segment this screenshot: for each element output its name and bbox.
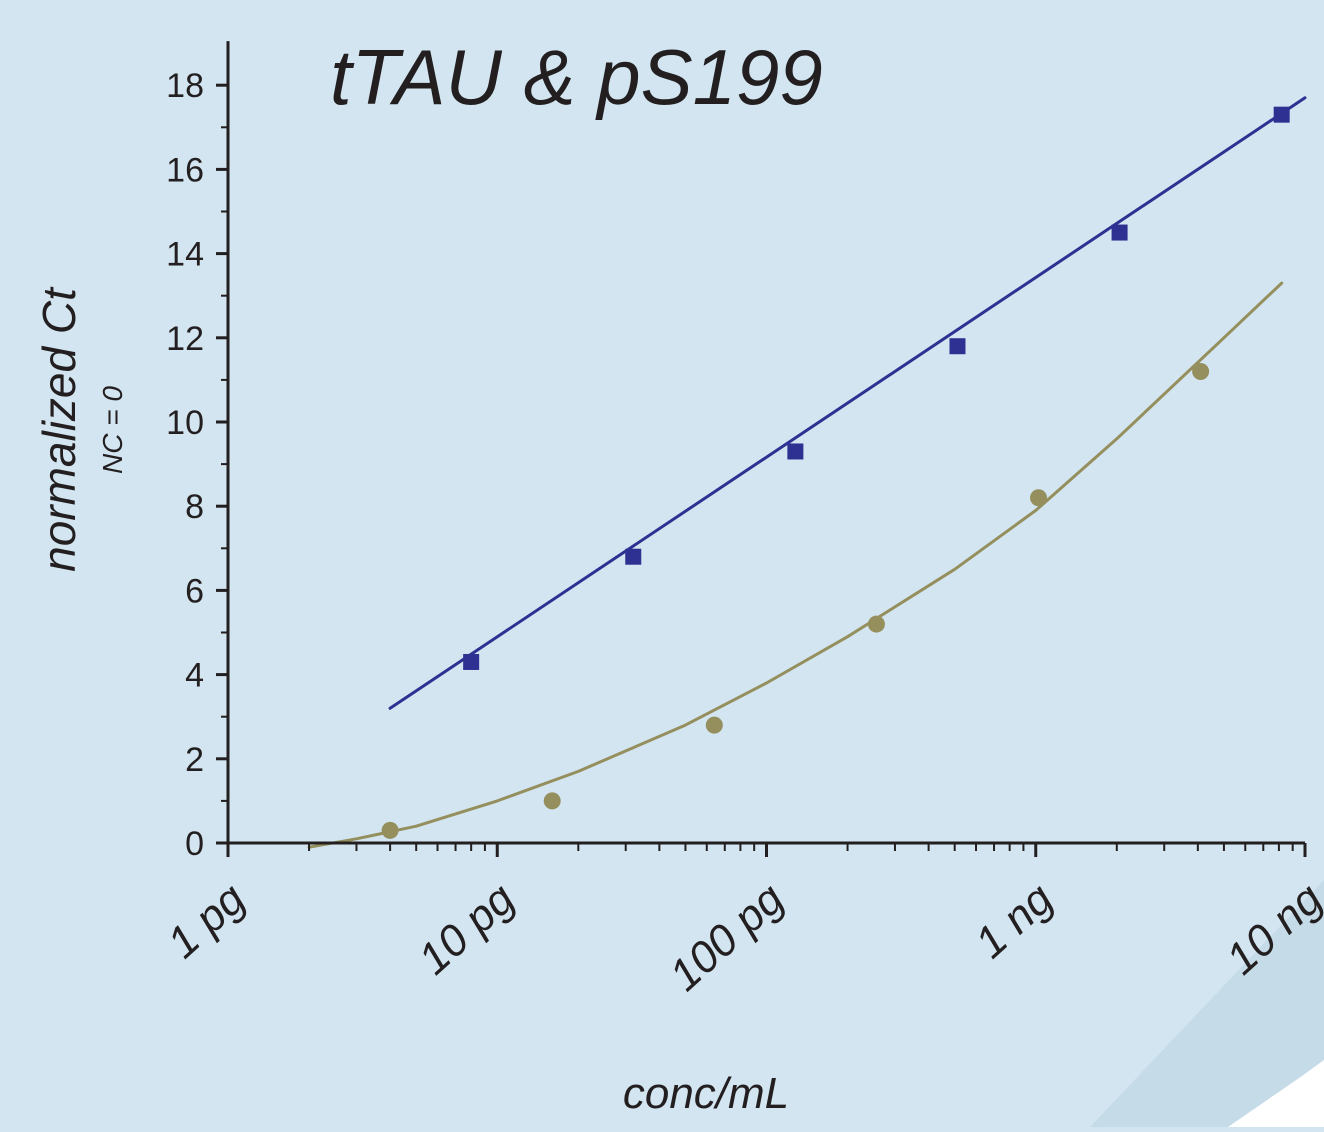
data-point-circle	[543, 792, 561, 810]
data-point-square	[949, 338, 966, 355]
y-tick-label: 16	[166, 151, 204, 189]
corner-stripe	[1228, 1060, 1324, 1127]
data-point-square	[463, 653, 480, 670]
x-tick-label: 10 pg	[409, 874, 524, 984]
y-tick-label: 10	[166, 404, 204, 442]
y-tick-label: 6	[185, 572, 204, 610]
data-markers	[381, 106, 1290, 839]
data-point-square	[1273, 106, 1290, 123]
x-tick-label: 1 pg	[158, 874, 255, 968]
x-tick-label: 100 pg	[660, 874, 793, 1001]
y-axis-label: normalized Ct	[33, 286, 85, 572]
y-tick-label: 14	[166, 236, 204, 274]
y-tick-label: 8	[185, 488, 204, 526]
data-point-circle	[1030, 489, 1048, 507]
data-point-circle	[1192, 362, 1210, 380]
y-axis-sublabel: NC = 0	[97, 386, 128, 474]
corner-decoration	[1090, 880, 1324, 1127]
fit-lines	[307, 96, 1307, 849]
y-tick-label: 12	[166, 320, 204, 358]
y-tick-label: 18	[166, 67, 204, 105]
data-point-circle	[381, 821, 399, 839]
chart-title: tTAU & pS199	[330, 33, 823, 121]
corner-shade	[1090, 880, 1324, 1127]
y-tick-label: 4	[185, 657, 204, 695]
data-point-circle	[867, 615, 885, 633]
y-tick-label: 0	[185, 825, 204, 863]
data-point-square	[625, 548, 642, 565]
fit-line-series-2	[307, 281, 1284, 849]
x-axis-label: conc/mL	[623, 1069, 789, 1118]
data-point-square	[787, 443, 804, 460]
y-tick-label: 2	[185, 741, 204, 779]
x-tick-label: 1 ng	[966, 874, 1063, 968]
data-point-square	[1111, 224, 1128, 241]
fit-line-series-1	[388, 96, 1307, 710]
data-point-circle	[705, 716, 723, 734]
